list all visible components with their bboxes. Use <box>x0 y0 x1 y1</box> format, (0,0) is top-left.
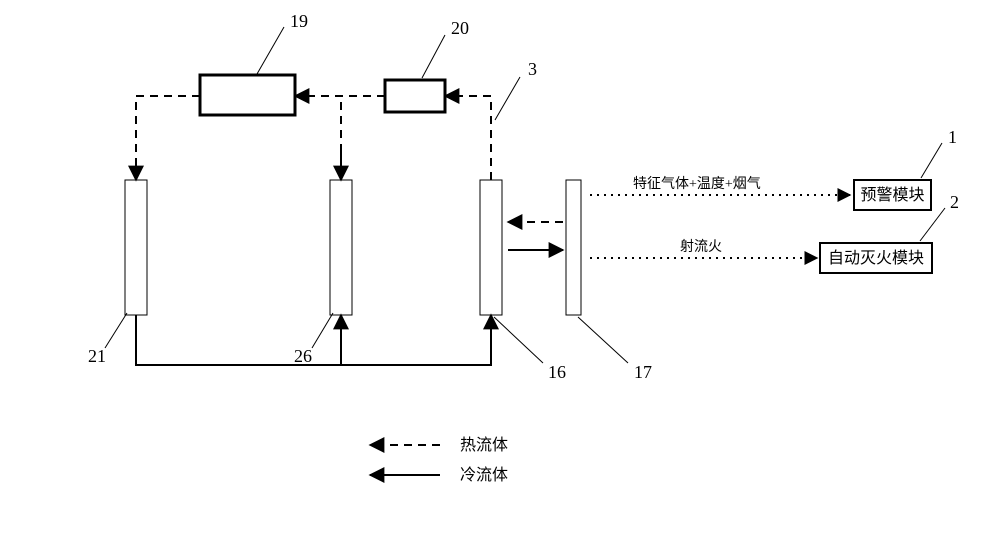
signal-2-label: 射流火 <box>680 239 722 255</box>
label-n3: 3 <box>528 59 537 79</box>
system-diagram: 预警模块自动灭火模块特征气体+温度+烟气射流火192031221261617 热… <box>0 0 1000 534</box>
module-1-text: 预警模块 <box>860 186 924 204</box>
label-n21: 21 <box>88 346 106 366</box>
s-26-to-16 <box>341 315 491 365</box>
legend-group: 热流体冷流体 <box>370 436 508 484</box>
leader-l3 <box>495 77 520 120</box>
label-n19: 19 <box>290 11 308 31</box>
leader-l17 <box>578 317 628 363</box>
label-n17: 17 <box>634 362 652 382</box>
label-n16: 16 <box>548 362 566 382</box>
box-b19 <box>200 75 295 115</box>
leader-l21 <box>105 313 127 348</box>
legend-hot-label: 热流体 <box>460 436 508 454</box>
box-b17 <box>566 180 581 315</box>
box-b20 <box>385 80 445 112</box>
leader-l26 <box>312 313 333 348</box>
leader-l20 <box>422 35 445 78</box>
label-n2: 2 <box>950 192 959 212</box>
d-19-left-down <box>136 96 200 180</box>
box-b16 <box>480 180 502 315</box>
label-n1: 1 <box>948 127 957 147</box>
leader-l19 <box>257 27 284 74</box>
label-n26: 26 <box>294 346 312 366</box>
module-2-text: 自动灭火模块 <box>828 249 924 267</box>
leader-l16 <box>494 317 543 363</box>
leader-lines-group <box>105 27 945 363</box>
labels-group: 预警模块自动灭火模块特征气体+温度+烟气射流火192031221261617 <box>88 11 959 382</box>
signal-1-label: 特征气体+温度+烟气 <box>633 176 761 192</box>
boxes-group <box>125 75 932 315</box>
solid-lines-group <box>136 250 563 365</box>
box-b26 <box>330 180 352 315</box>
box-b21 <box>125 180 147 315</box>
leader-l2 <box>920 208 945 241</box>
legend-cold-label: 冷流体 <box>460 466 508 484</box>
leader-l1 <box>921 143 942 178</box>
label-n20: 20 <box>451 18 469 38</box>
d-16-up-to-20 <box>445 96 491 180</box>
